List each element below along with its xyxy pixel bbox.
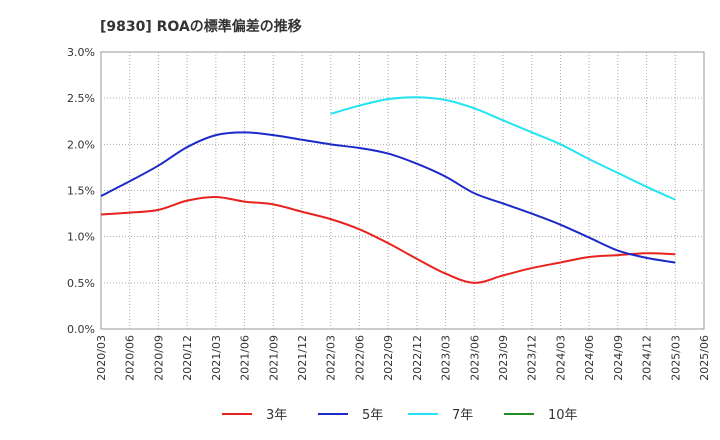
series-lines: [100, 96, 676, 284]
chart-title: [9830] ROAの標準偏差の推移: [100, 19, 302, 35]
y-tick-label: 0.5%: [67, 277, 95, 290]
x-tick-label: 2021/03: [210, 335, 223, 381]
x-tick-label: 2020/12: [181, 335, 194, 381]
legend-label-1: 3年: [266, 408, 287, 423]
x-tick-label: 2020/06: [124, 335, 137, 381]
y-tick-label: 2.0%: [67, 138, 95, 151]
series-line-2: [100, 131, 676, 264]
x-tick-label: 2024/06: [583, 335, 596, 381]
series-line-1: [100, 195, 676, 284]
legend-label-2: 5年: [362, 408, 383, 423]
legend-label-4: 10年: [548, 408, 578, 423]
x-tick-label: 2022/06: [353, 335, 366, 381]
x-tick-label: 2025/03: [669, 335, 682, 381]
x-tick-label: 2022/12: [411, 335, 424, 381]
x-axis: 2020/03 2020/06 2020/09 2020/12 2021/03 2021/…: [95, 335, 711, 381]
y-tick-label: 1.0%: [67, 231, 95, 244]
x-tick-label: 2024/09: [612, 335, 625, 381]
legend-label-3: 7年: [452, 408, 473, 423]
y-tick-label: 3.0%: [67, 46, 95, 59]
series-line-3: [330, 96, 676, 201]
y-tick-label: 1.5%: [67, 185, 95, 198]
x-tick-label: 2024/12: [641, 335, 654, 381]
x-tick-label: 2021/06: [239, 335, 252, 381]
x-tick-label: 2022/09: [382, 335, 395, 381]
x-tick-label: 2023/03: [440, 335, 453, 381]
x-tick-label: 2021/09: [267, 335, 280, 381]
x-tick-label: 2020/03: [95, 335, 108, 381]
gridlines: [101, 52, 704, 329]
x-tick-label: 2023/12: [526, 335, 539, 381]
y-axis: 0.0% 0.5% 1.0% 1.5% 2.0% 2.5% 3.0%: [67, 46, 95, 336]
x-tick-label: 2021/12: [296, 335, 309, 381]
x-tick-label: 2025/06: [698, 335, 711, 381]
x-tick-label: 2023/09: [497, 335, 510, 381]
y-tick-label: 2.5%: [67, 92, 95, 105]
y-tick-label: 0.0%: [67, 323, 95, 336]
x-tick-label: 2022/03: [325, 335, 338, 381]
x-tick-label: 2020/09: [152, 335, 165, 381]
legend: 3年 5年 7年 10年: [222, 408, 578, 423]
x-tick-label: 2023/06: [468, 335, 481, 381]
plot-area: [100, 51, 705, 330]
x-tick-label: 2024/03: [554, 335, 567, 381]
